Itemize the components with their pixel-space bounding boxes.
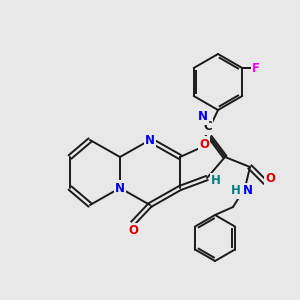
- Text: N: N: [243, 184, 253, 197]
- Text: C: C: [204, 121, 212, 134]
- Text: N: N: [198, 110, 208, 124]
- Text: H: H: [231, 184, 241, 197]
- Text: O: O: [199, 137, 209, 151]
- Text: O: O: [128, 224, 138, 238]
- Text: N: N: [145, 134, 155, 146]
- Text: N: N: [115, 182, 125, 194]
- Text: H: H: [211, 175, 221, 188]
- Text: F: F: [252, 61, 260, 74]
- Text: O: O: [265, 172, 275, 185]
